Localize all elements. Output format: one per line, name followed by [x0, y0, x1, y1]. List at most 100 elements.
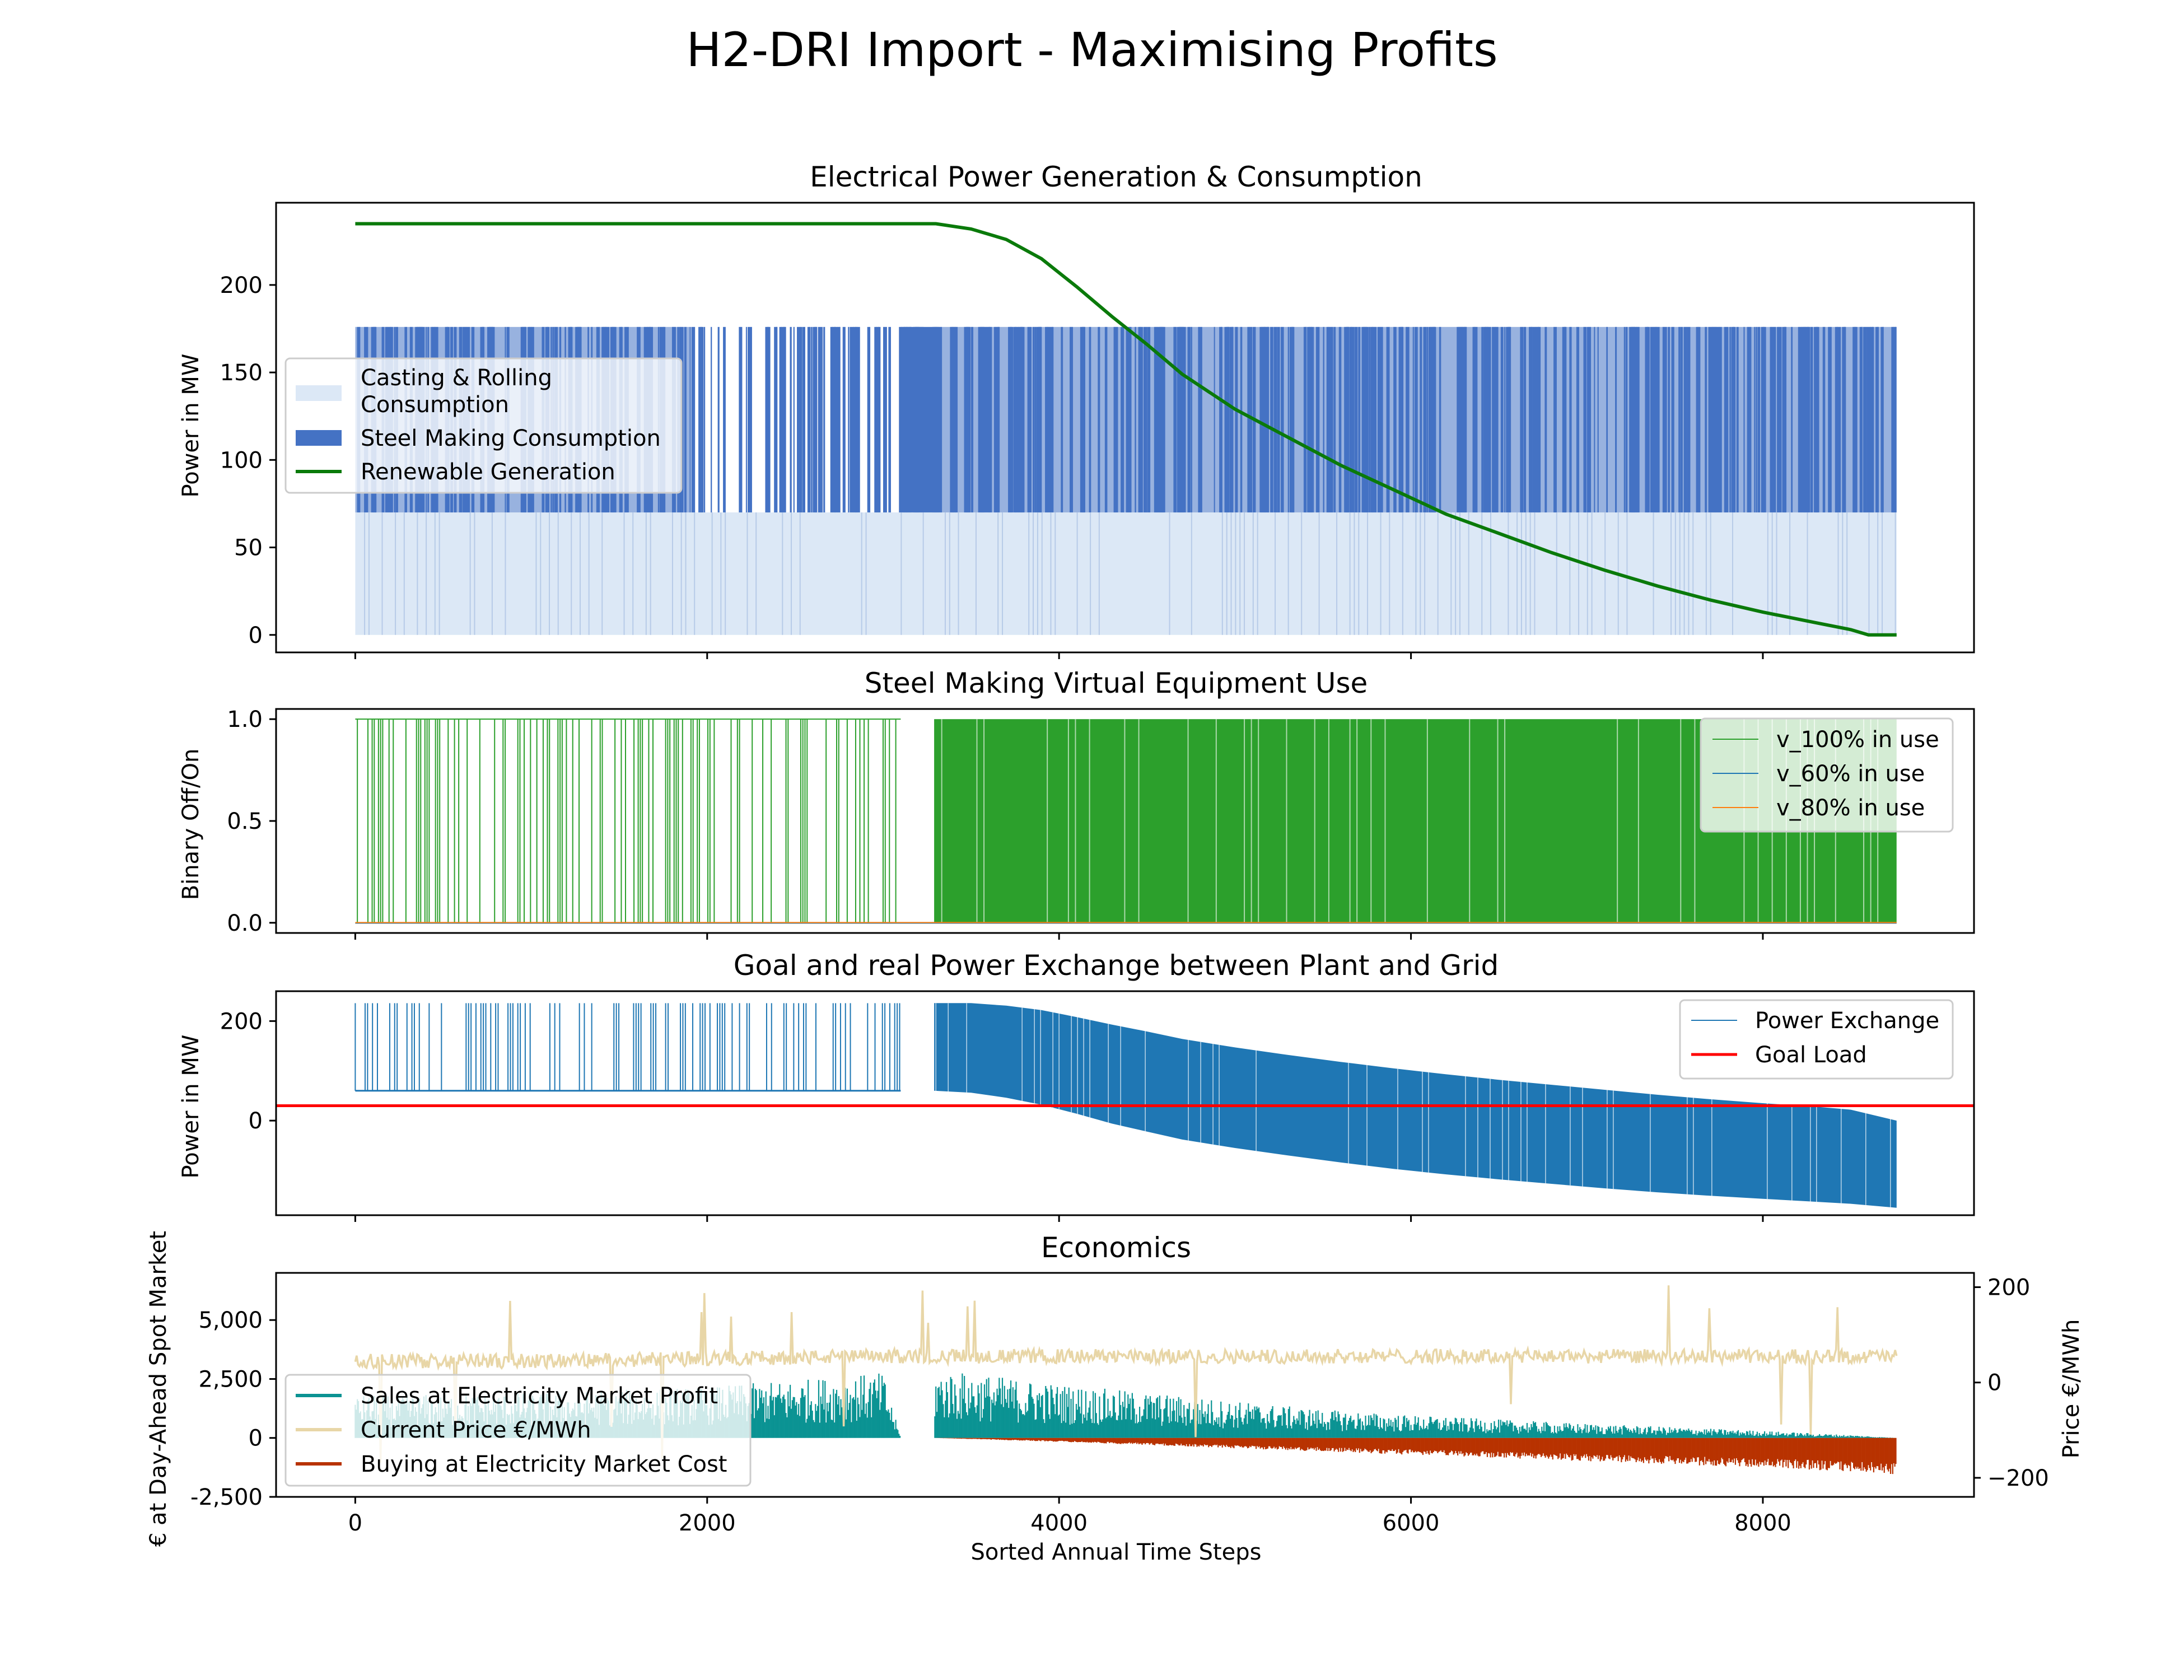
- steel-making-bar: [1270, 326, 1273, 513]
- panel-power-generation: Electrical Power Generation & Consumptio…: [178, 161, 1975, 659]
- casting-streak: [1257, 512, 1258, 635]
- steel-making-bar: [1520, 326, 1524, 513]
- steel-making-bar: [802, 326, 805, 513]
- steel-making-bar: [1894, 326, 1897, 513]
- steel-making-bar: [1458, 326, 1462, 513]
- steel-making-bar: [1866, 326, 1871, 513]
- casting-streak: [645, 512, 647, 635]
- steel-making-bar: [1098, 326, 1100, 513]
- casting-streak: [958, 512, 959, 635]
- y-tick-right-label: 0: [1987, 1370, 2001, 1396]
- steel-making-bar: [839, 326, 841, 513]
- casting-streak: [865, 512, 867, 635]
- casting-streak: [1450, 512, 1452, 635]
- steel-making-bar: [1625, 326, 1628, 513]
- casting-streak: [1569, 512, 1571, 635]
- casting-streak: [1771, 512, 1773, 635]
- casting-streak: [1050, 512, 1052, 635]
- casting-streak: [1882, 512, 1883, 635]
- v100-gap: [1504, 719, 1506, 923]
- steel-making-bar: [1406, 326, 1410, 513]
- casting-streak: [1244, 512, 1245, 635]
- casting-streak: [1349, 512, 1351, 635]
- steel-making-bar: [1891, 326, 1894, 513]
- steel-making-bar: [1807, 326, 1810, 513]
- steel-making-bar: [837, 326, 840, 513]
- steel-making-bar: [1377, 326, 1380, 513]
- steel-making-bar: [1724, 326, 1729, 513]
- steel-making-bar: [1138, 326, 1141, 513]
- steel-making-bar: [1198, 326, 1202, 513]
- steel-making-bar: [1355, 326, 1358, 513]
- steel-making-bar: [1798, 326, 1803, 513]
- casting-streak: [1705, 512, 1707, 635]
- casting-streak: [975, 512, 977, 635]
- v100-gap: [1637, 719, 1639, 923]
- casting-streak: [1041, 512, 1043, 635]
- legend-swatch-casting: [296, 385, 342, 401]
- v100-gap: [1067, 719, 1069, 923]
- casting-streak: [1578, 512, 1580, 635]
- steel-making-bar: [1045, 326, 1048, 513]
- casting-streak: [1380, 512, 1382, 635]
- steel-making-bar: [1576, 326, 1580, 513]
- steel-making-bar: [717, 326, 720, 513]
- steel-making-bar: [1082, 326, 1085, 513]
- steel-making-bar: [1835, 326, 1838, 513]
- casting-streak: [1776, 512, 1777, 635]
- steel-making-bar: [878, 326, 881, 513]
- steel-making-bar: [920, 326, 924, 513]
- casting-streak: [1239, 512, 1241, 635]
- y-tick-label: 200: [220, 273, 263, 298]
- steel-making-bar: [700, 326, 704, 513]
- casting-streak: [364, 512, 366, 635]
- casting-streak: [1868, 512, 1870, 635]
- casting-streak: [1002, 512, 1004, 635]
- y-tick-right-label: −200: [1987, 1466, 2049, 1491]
- casting-streak: [417, 512, 418, 635]
- steel-making-bar: [1310, 326, 1312, 513]
- legend-label-renewable: Renewable Generation: [361, 459, 615, 485]
- steel-making-bar: [1393, 326, 1397, 513]
- steel-making-bar: [691, 326, 696, 513]
- steel-making-bar: [1481, 326, 1483, 513]
- panel-3-marks: [276, 1003, 1974, 1208]
- casting-streak: [395, 512, 396, 635]
- casting-streak: [650, 512, 651, 635]
- steel-making-bar: [1770, 326, 1772, 513]
- casting-streak: [1556, 512, 1557, 635]
- steel-making-bar: [1650, 326, 1654, 513]
- steel-making-bar: [1143, 326, 1147, 513]
- steel-making-bar: [1400, 326, 1403, 513]
- casting-streak: [381, 512, 383, 635]
- steel-making-bar: [1594, 326, 1595, 513]
- steel-making-bar: [1791, 326, 1793, 513]
- casting-streak: [997, 512, 999, 635]
- steel-making-bar: [1863, 326, 1867, 513]
- steel-making-bar: [1803, 326, 1807, 513]
- casting-streak: [949, 512, 950, 635]
- steel-making-bar: [1173, 326, 1175, 513]
- steel-making-bar: [1777, 326, 1780, 513]
- steel-making-bar: [1736, 326, 1739, 513]
- casting-streak: [1591, 512, 1593, 635]
- steel-making-bar: [1235, 326, 1238, 513]
- casting-streak: [1837, 512, 1839, 635]
- steel-making-bar: [1187, 326, 1191, 513]
- panel-2-ylabel: Binary Off/On: [178, 749, 204, 900]
- axes-frame: [275, 1272, 1975, 1498]
- steel-making-bar: [1747, 326, 1752, 513]
- casting-streak: [1846, 512, 1848, 635]
- v100-gap: [1426, 719, 1428, 923]
- steel-making-bar: [981, 326, 984, 513]
- steel-making-bar: [1147, 326, 1151, 513]
- steel-making-bar: [1854, 326, 1856, 513]
- steel-making-bar: [1226, 326, 1229, 513]
- casting-streak: [1367, 512, 1369, 635]
- panel-4-ylabel-right: Price €/MWh: [2059, 1319, 2084, 1459]
- steel-making-bar: [814, 326, 818, 513]
- casting-streak: [1354, 512, 1355, 635]
- casting-streak: [1191, 512, 1192, 635]
- x-tick-label: 8000: [1734, 1510, 1791, 1536]
- steel-making-bar: [1779, 326, 1782, 513]
